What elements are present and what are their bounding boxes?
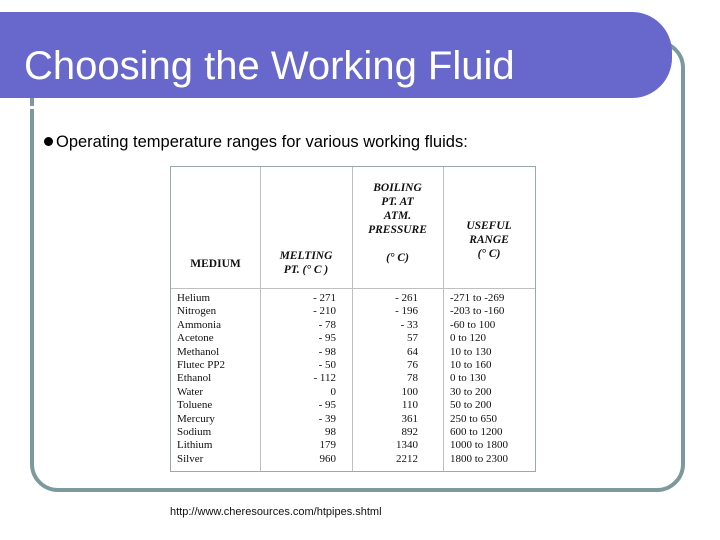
- header-boiling-line: PT. AT: [381, 196, 414, 208]
- table-cell-medium: Silver: [177, 452, 204, 465]
- table-cell-melting: - 271: [313, 292, 336, 304]
- table-cell-range: -60 to 100: [450, 318, 496, 331]
- table-cell-boiling: - 33: [400, 318, 418, 331]
- table-cell-melting: - 95: [318, 332, 336, 345]
- header-boiling-line: PRESSURE: [368, 224, 427, 236]
- table-cell-melting: 0: [330, 385, 337, 398]
- header-melting: MELTING PT. (° C ): [260, 249, 352, 277]
- column-divider: [352, 167, 353, 471]
- table-cell-medium: Ethanol: [177, 372, 212, 385]
- table-cell-boiling: 100: [401, 385, 419, 398]
- table-cell-melting: - 112: [313, 372, 336, 385]
- slide-title: Choosing the Working Fluid: [24, 44, 515, 88]
- source-url: http://www.cheresources.com/htpipes.shtm…: [170, 506, 382, 518]
- table-cell-melting: - 50: [318, 359, 336, 372]
- bullet-item: Operating temperature ranges for various…: [44, 133, 468, 152]
- table-cell-boiling: 76: [407, 359, 418, 372]
- header-useful-line: (° C): [477, 248, 501, 260]
- table-cell-range: 0 to 130: [450, 372, 487, 385]
- title-underline: [24, 106, 636, 109]
- table-cell-boiling: - 261: [395, 292, 418, 304]
- table-cell-range: 10 to 130: [450, 345, 492, 358]
- table-cell-melting: - 95: [318, 399, 336, 412]
- fluid-table: MEDIUM MELTING PT. (° C ) BOILING PT. AT…: [170, 166, 536, 472]
- column-divider: [260, 167, 261, 471]
- table-cell-medium: Helium: [177, 292, 210, 304]
- table-cell-range: 250 to 650: [450, 412, 498, 425]
- table-cell-boiling: - 196: [395, 305, 418, 318]
- table-cell-range: 1000 to 1800: [450, 439, 509, 452]
- bullet-dot-icon: [44, 137, 53, 146]
- table-cell-melting: - 78: [318, 318, 336, 331]
- header-melting-line: MELTING: [279, 250, 333, 262]
- header-boiling-line: (° C): [386, 252, 409, 264]
- table-cell-range: -271 to -269: [450, 292, 505, 304]
- table-cell-medium: Lithium: [177, 439, 213, 452]
- table-cell-boiling: 78: [407, 372, 418, 385]
- table-cell-range: 50 to 200: [450, 399, 492, 412]
- table-cell-melting: - 98: [318, 345, 336, 358]
- table-cell-melting: 960: [319, 452, 337, 465]
- table-cell-range: 1800 to 2300: [450, 452, 509, 465]
- table-cell-medium: Methanol: [177, 345, 220, 358]
- melting-column: - 271- 210- 78- 95- 98- 50- 112 0- 95- 39…: [260, 292, 336, 466]
- table-cell-boiling: 110: [401, 399, 418, 412]
- table-cell-melting: - 210: [313, 305, 336, 318]
- header-useful-line: USEFUL: [466, 220, 512, 232]
- header-boiling: BOILING PT. AT ATM. PRESSURE (° C): [352, 181, 443, 265]
- title-bar: Choosing the Working Fluid: [0, 12, 672, 109]
- table-cell-boiling: 64: [407, 345, 418, 358]
- column-divider: [443, 167, 444, 471]
- table-cell-boiling: 892: [401, 426, 419, 439]
- table-cell-medium: Toluene: [177, 399, 213, 412]
- table-cell-medium: Flutec PP2: [177, 359, 225, 372]
- boiling-column: - 261- 196- 33 57 64 76 78 100 110 361 892 1340 22…: [352, 292, 418, 466]
- table-cell-range: -203 to -160: [450, 305, 505, 318]
- table-cell-boiling: 1340: [396, 439, 418, 452]
- table-cell-boiling: 57: [407, 332, 418, 345]
- table-cell-range: 0 to 120: [450, 332, 487, 345]
- table-cell-medium: Water: [177, 385, 203, 398]
- table-cell-melting: 98: [325, 426, 336, 439]
- medium-column: Helium Nitrogen Ammonia Acetone Methanol Flut…: [177, 292, 259, 466]
- table-cell-medium: Sodium: [177, 426, 212, 439]
- range-column: -271 to -269 -203 to -160 -60 to 100 0 to 1…: [450, 292, 534, 466]
- table-cell-melting: 179: [319, 439, 337, 452]
- table-cell-boiling: 2212: [396, 452, 418, 465]
- header-useful-line: RANGE: [469, 234, 509, 246]
- table-cell-medium: Acetone: [177, 332, 214, 345]
- header-medium: MEDIUM: [190, 258, 241, 270]
- bullet-text: Operating temperature ranges for various…: [56, 133, 468, 151]
- header-melting-line: PT. (° C ): [283, 264, 329, 276]
- table-cell-range: 10 to 160: [450, 359, 492, 372]
- table-cell-melting: - 39: [318, 412, 336, 425]
- table-cell-range: 600 to 1200: [450, 426, 503, 439]
- table-cell-boiling: 361: [401, 412, 419, 425]
- header-divider: [171, 288, 535, 289]
- table-cell-range: 30 to 200: [450, 385, 492, 398]
- header-boiling-line: BOILING: [373, 182, 422, 194]
- table-cell-medium: Mercury: [177, 412, 215, 425]
- header-boiling-line: ATM.: [383, 210, 412, 222]
- table-cell-medium: Nitrogen: [177, 305, 217, 318]
- header-useful: USEFUL RANGE (° C): [443, 219, 535, 261]
- table-cell-medium: Ammonia: [177, 318, 221, 331]
